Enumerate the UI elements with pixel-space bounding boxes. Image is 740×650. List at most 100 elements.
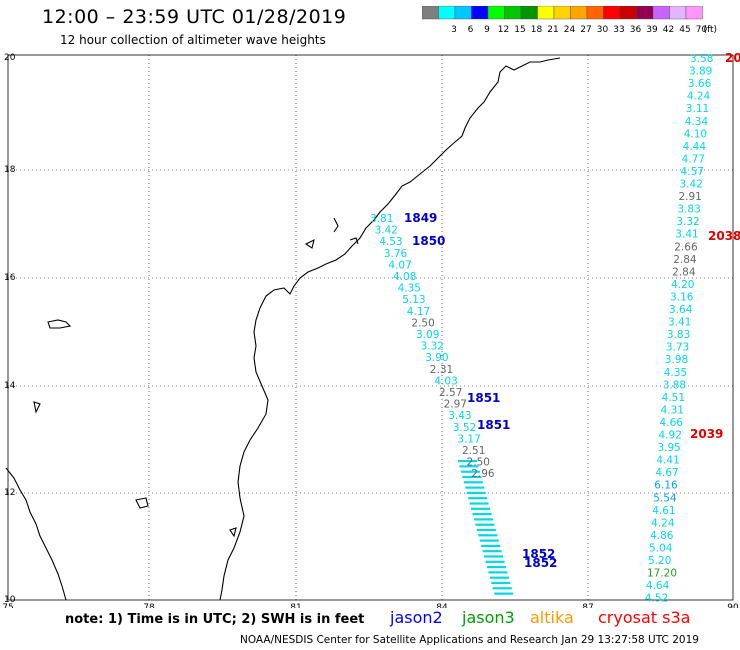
track-mark: [469, 470, 480, 473]
swh-value: 3.66: [688, 78, 712, 90]
swh-value: 4.41: [656, 455, 679, 467]
track-mark: [468, 497, 479, 500]
track-mark: [491, 550, 502, 553]
swh-value: 3.42: [680, 179, 703, 191]
pass-time-label: 1849: [404, 211, 437, 225]
track-mark: [494, 592, 505, 595]
track-mark: [465, 486, 476, 489]
swh-value: 4.86: [650, 530, 674, 542]
track-mark: [487, 566, 497, 569]
pass-time-label: 20: [725, 51, 740, 65]
track-mark: [472, 513, 483, 516]
scale-tick-label: 39: [646, 25, 658, 35]
coastline: [5, 57, 561, 601]
satellite-legend-jason2: jason2: [390, 608, 443, 627]
swh-value: 3.83: [677, 204, 700, 216]
pass-time-label: 2039: [690, 427, 723, 441]
track-mark: [469, 502, 480, 505]
swh-value: 3.41: [668, 317, 691, 329]
swh-value: 4.51: [662, 392, 685, 404]
satellite-legend-altika: altika: [530, 608, 574, 627]
track-mark: [498, 576, 509, 579]
chart-title: 12:00 – 23:59 UTC 01/28/2019: [42, 6, 347, 28]
scale-tick-label: 30: [597, 25, 609, 35]
right-satellite-track: 3.583.893.664.243.114.344.104.444.774.57…: [645, 53, 714, 605]
track-mark: [491, 581, 502, 585]
track-mark: [488, 539, 499, 542]
track-mark: [460, 470, 471, 473]
track-mark: [468, 465, 479, 468]
swh-value: 4.44: [683, 141, 707, 153]
scale-tick-label: 21: [547, 25, 558, 35]
track-mark: [473, 518, 484, 521]
map-frame: [7, 54, 734, 601]
swh-value: 4.17: [407, 306, 430, 318]
track-mark: [489, 576, 500, 579]
swh-value: 5.13: [402, 294, 425, 306]
scale-tick-label: 36: [630, 25, 642, 35]
credit-line: NOAA/NESDIS Center for Satellite Applica…: [240, 634, 699, 646]
swh-value: 2.97: [444, 399, 467, 411]
track-mark: [501, 587, 512, 590]
scale-tick-label: 12: [498, 25, 509, 35]
pass-time-label: 1852: [524, 556, 557, 570]
swh-value: 4.08: [393, 271, 416, 283]
track-mark: [496, 566, 506, 569]
swh-value: 5.04: [649, 542, 673, 554]
swh-value: 2.96: [471, 468, 495, 480]
swh-value: 2.84: [672, 266, 696, 278]
pass-time-label: 1852: [522, 547, 555, 561]
swh-value: 4.67: [655, 467, 678, 479]
track-mark: [500, 581, 511, 585]
swh-value: 3.16: [670, 291, 694, 303]
swh-value: 4.92: [659, 430, 682, 442]
scale-tick-label: 70: [696, 25, 708, 35]
swh-value: 3.95: [657, 442, 680, 454]
swh-value: 3.32: [676, 216, 699, 228]
latitude-label: 10: [4, 595, 16, 605]
swh-value: 3.11: [686, 103, 709, 115]
swh-value: 4.20: [671, 279, 694, 291]
track-mark: [474, 486, 485, 489]
track-mark: [485, 528, 496, 532]
swh-value: 3.90: [425, 352, 448, 364]
longitude-label: 75: [2, 603, 13, 608]
longitude-label: 90: [727, 603, 739, 608]
track-mark: [475, 523, 486, 526]
track-mark: [475, 491, 486, 494]
track-mark: [482, 550, 493, 553]
swh-value: 4.34: [685, 116, 709, 128]
track-mark: [476, 528, 487, 532]
track-mark: [484, 523, 495, 526]
track-mark: [493, 555, 504, 558]
track-mark: [471, 507, 482, 510]
swh-value: 3.43: [448, 410, 471, 422]
track-mark: [459, 465, 470, 468]
left-satellite-track: 3.813.424.533.764.074.084.355.134.172.50…: [370, 213, 495, 480]
swh-value: 3.89: [689, 66, 712, 78]
swh-value: 3.17: [457, 433, 480, 445]
longitude-label: 78: [143, 603, 155, 608]
track-mark: [481, 544, 492, 547]
longitude-labels: 75 78 81 84 87 90: [2, 603, 739, 608]
track-mark: [467, 460, 477, 463]
swh-value: 4.64: [646, 580, 670, 592]
swh-value: 3.52: [453, 422, 476, 434]
swh-value: 4.53: [379, 236, 402, 248]
track-mark: [479, 539, 490, 542]
track-mark: [472, 481, 483, 484]
track-mark: [477, 497, 488, 500]
track-mark: [492, 587, 503, 590]
latitude-label: 16: [4, 273, 16, 283]
swh-value: 2.31: [430, 364, 453, 376]
chart-subtitle: 12 hour collection of altimeter wave hei…: [60, 33, 326, 47]
track-mark: [466, 491, 477, 494]
swh-value: 3.32: [421, 341, 444, 353]
swh-value: 3.76: [384, 248, 408, 260]
swh-value: 2.51: [462, 445, 485, 457]
swh-value: 4.52: [645, 593, 668, 605]
swh-value: 4.24: [651, 517, 675, 529]
swh-value: 4.66: [660, 417, 684, 429]
